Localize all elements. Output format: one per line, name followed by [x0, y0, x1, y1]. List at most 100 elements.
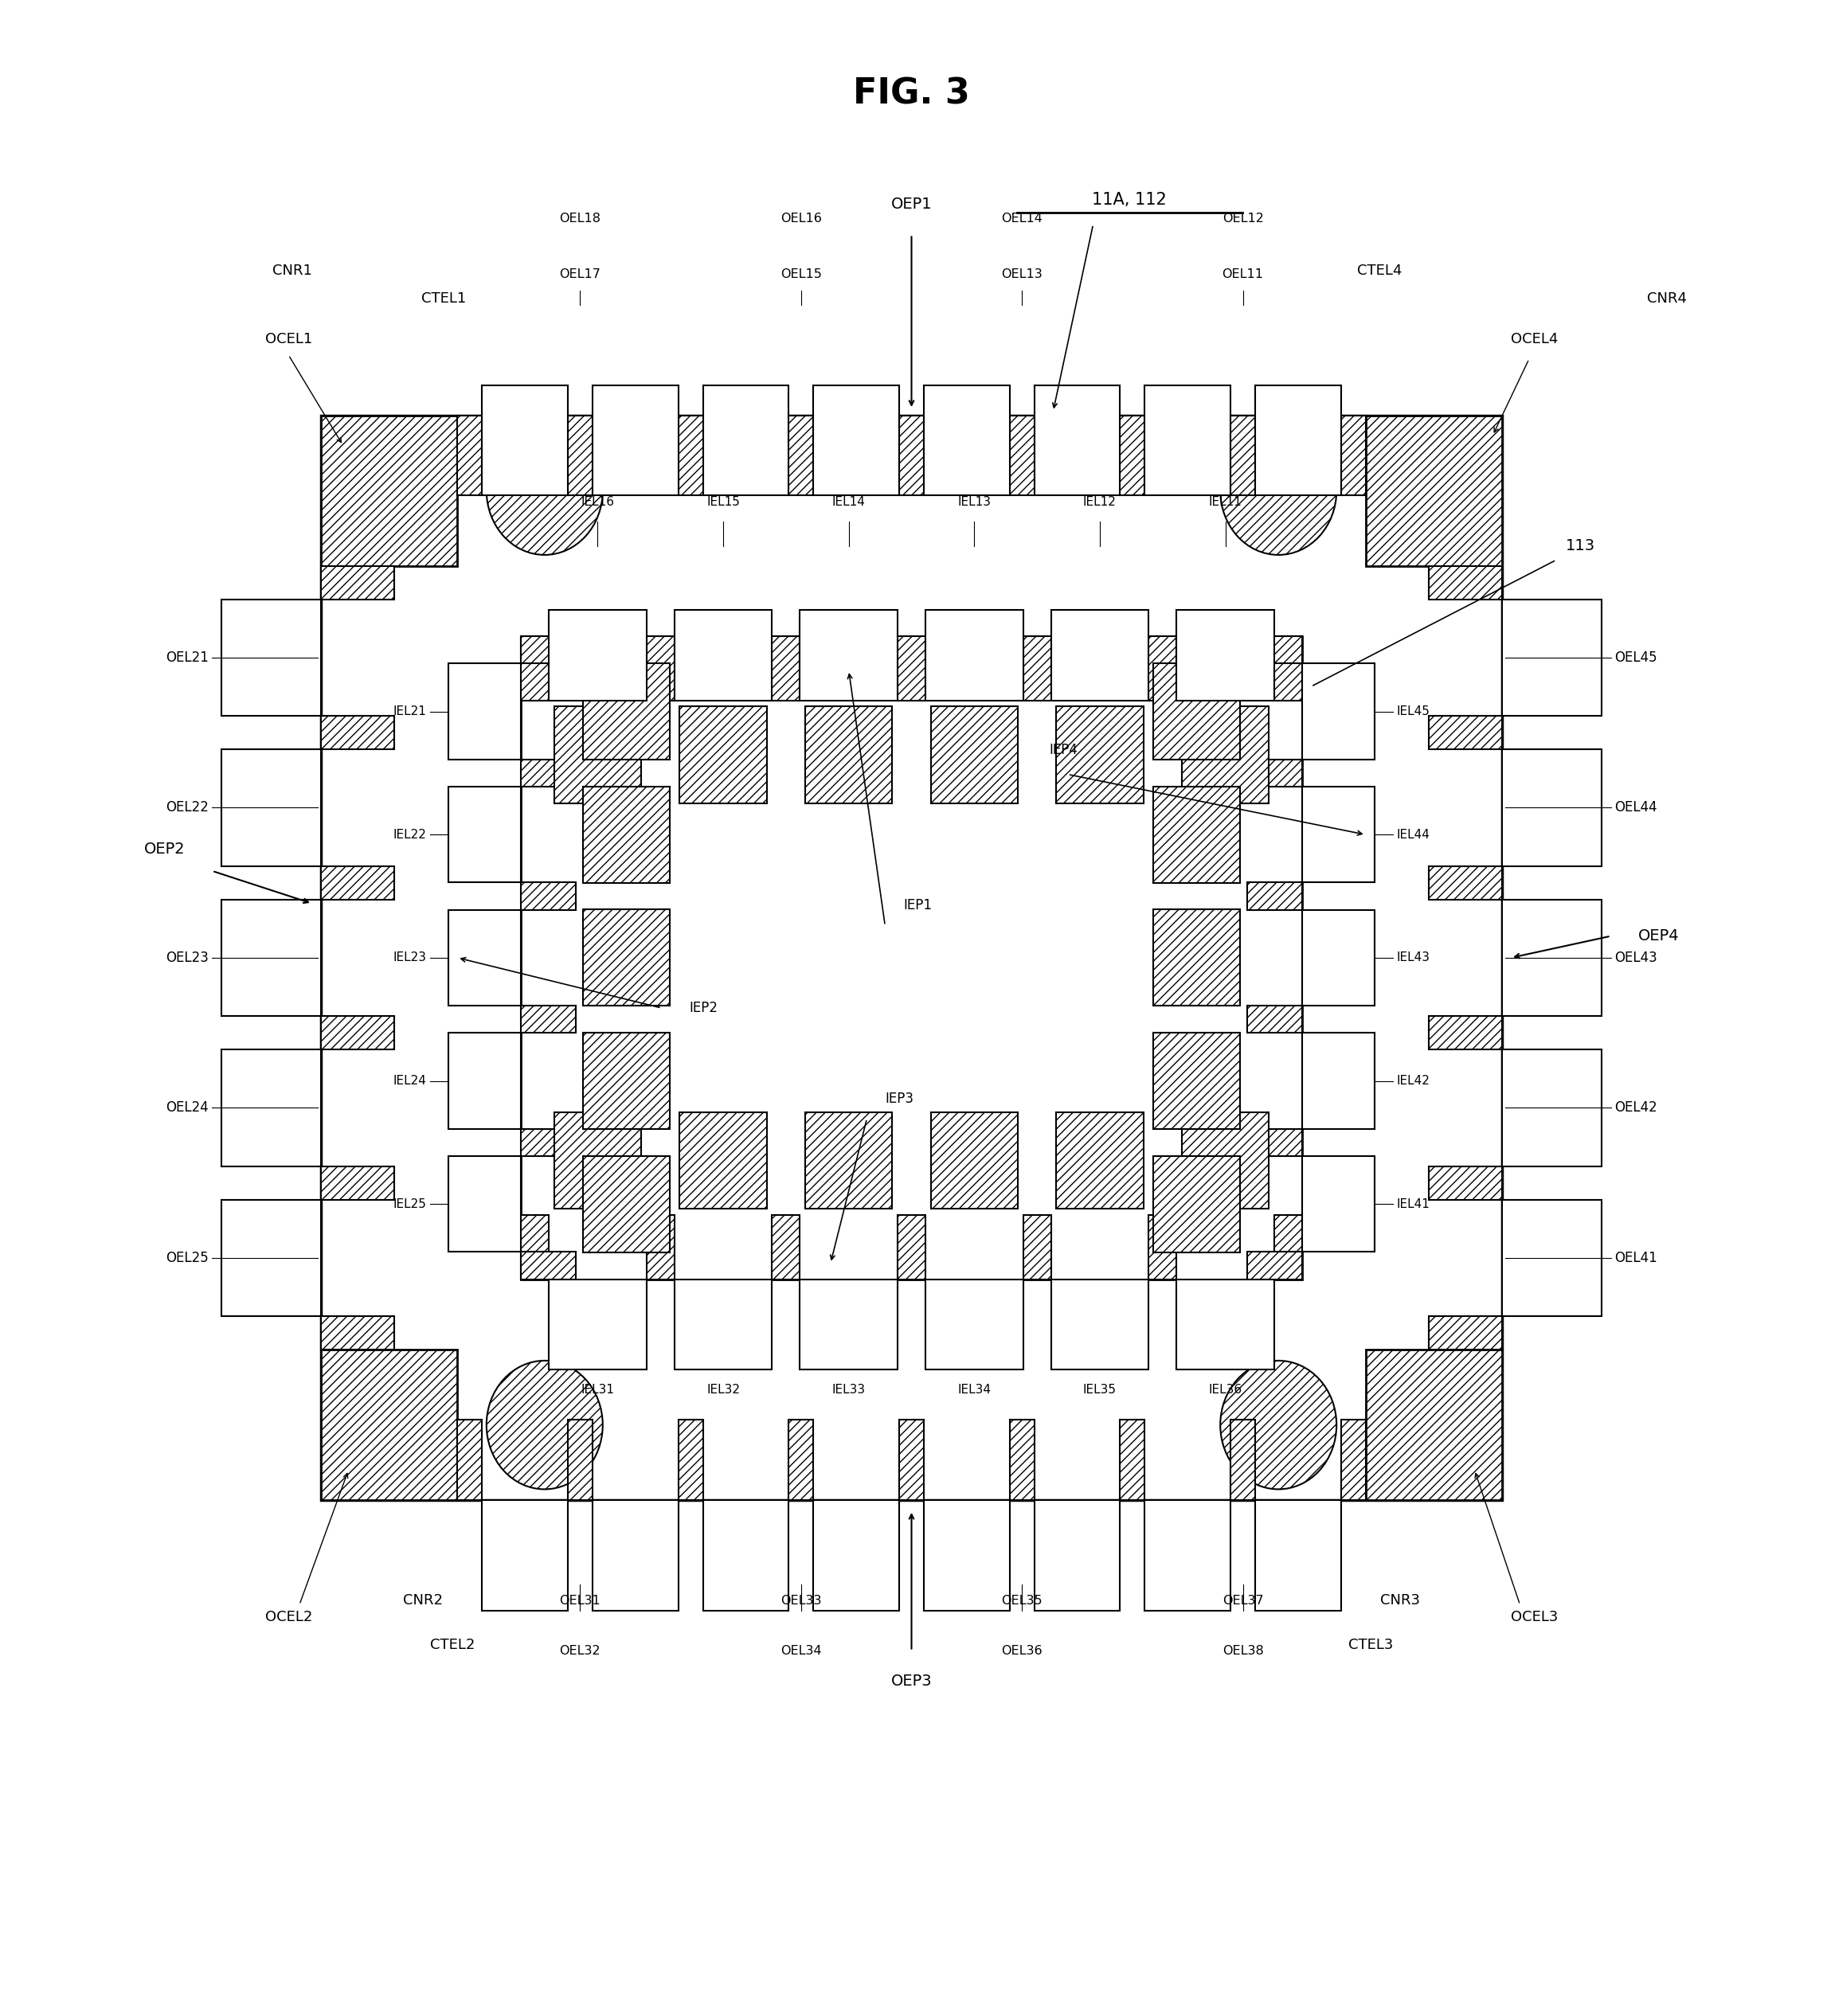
Bar — [675, 611, 771, 702]
Text: IEL44: IEL44 — [1396, 829, 1429, 841]
Text: OEL35: OEL35 — [1001, 1595, 1043, 1607]
Bar — [567, 1419, 592, 1500]
Bar — [789, 415, 813, 496]
Bar — [647, 1216, 675, 1280]
Bar — [1154, 1155, 1240, 1252]
Text: CTEL4: CTEL4 — [1356, 264, 1402, 278]
Text: IEL43: IEL43 — [1396, 952, 1429, 964]
Bar — [221, 1050, 321, 1165]
Text: OEP3: OEP3 — [891, 1673, 932, 1689]
Bar — [926, 611, 1023, 702]
Bar — [521, 1129, 576, 1155]
Bar — [678, 415, 704, 496]
Text: IEL13: IEL13 — [957, 496, 992, 508]
Text: IEL24: IEL24 — [394, 1075, 427, 1087]
Bar — [321, 1016, 394, 1050]
Text: IEL23: IEL23 — [394, 952, 427, 964]
Bar — [1181, 1113, 1269, 1210]
Bar — [899, 1419, 924, 1500]
Bar — [321, 415, 458, 566]
Bar — [1502, 750, 1602, 867]
Text: OCEL4: OCEL4 — [1511, 333, 1559, 347]
Bar — [1502, 599, 1602, 716]
Bar — [789, 1419, 813, 1500]
Text: OEL17: OEL17 — [560, 268, 602, 280]
Text: IEL34: IEL34 — [957, 1383, 992, 1395]
Bar — [1247, 760, 1302, 786]
Bar — [221, 750, 321, 867]
Bar — [1256, 385, 1342, 496]
Text: IEP1: IEP1 — [902, 899, 932, 913]
Bar — [806, 706, 891, 802]
Text: CTEL1: CTEL1 — [421, 292, 467, 306]
Text: OEL16: OEL16 — [780, 212, 822, 224]
Text: CTEL2: CTEL2 — [430, 1637, 476, 1653]
Bar — [647, 637, 675, 702]
Text: FIG. 3: FIG. 3 — [853, 77, 970, 111]
Bar — [704, 1500, 789, 1611]
Bar — [321, 566, 394, 599]
Text: IEP4: IEP4 — [1050, 744, 1077, 758]
Bar — [1052, 611, 1148, 702]
Bar — [1231, 1419, 1256, 1500]
Bar — [481, 1500, 567, 1611]
Circle shape — [1220, 1361, 1336, 1490]
Text: IEL12: IEL12 — [1083, 496, 1116, 508]
Bar — [583, 1032, 669, 1129]
Bar — [1429, 566, 1502, 599]
Bar — [1154, 786, 1240, 883]
Bar — [481, 385, 567, 496]
Text: IEL35: IEL35 — [1083, 1383, 1116, 1395]
Text: IEP3: IEP3 — [884, 1091, 913, 1105]
Bar — [592, 385, 678, 496]
Bar — [1154, 663, 1240, 760]
Bar — [521, 1216, 549, 1280]
Bar — [1154, 909, 1240, 1006]
Bar — [897, 1216, 926, 1280]
Text: OEL15: OEL15 — [780, 268, 822, 280]
Bar — [448, 1155, 521, 1252]
Bar — [221, 899, 321, 1016]
Bar — [521, 1006, 576, 1032]
Bar — [1429, 867, 1502, 899]
Bar — [800, 611, 897, 702]
Bar — [1302, 663, 1375, 760]
Bar — [1010, 1419, 1034, 1500]
Bar — [924, 385, 1010, 496]
Bar — [1148, 1216, 1176, 1280]
Bar — [1429, 1165, 1502, 1200]
Bar — [448, 786, 521, 883]
Bar — [321, 415, 1502, 1500]
Bar — [675, 1280, 771, 1369]
Text: OCEL3: OCEL3 — [1511, 1609, 1559, 1625]
Bar — [1365, 415, 1502, 566]
Text: OEL42: OEL42 — [1615, 1101, 1657, 1115]
Text: IEP2: IEP2 — [689, 1000, 718, 1016]
Text: OEL14: OEL14 — [1001, 212, 1043, 224]
Text: OEL23: OEL23 — [166, 952, 208, 966]
Bar — [806, 1113, 891, 1210]
Bar — [592, 1500, 678, 1611]
Bar — [1247, 637, 1302, 663]
Text: OEL22: OEL22 — [166, 800, 208, 814]
Bar — [554, 706, 642, 802]
Bar — [554, 1113, 642, 1210]
Bar — [567, 415, 592, 496]
Text: CNR4: CNR4 — [1648, 292, 1686, 306]
Bar — [1429, 1316, 1502, 1349]
Bar — [813, 385, 899, 496]
Bar — [448, 909, 521, 1006]
Text: CNR2: CNR2 — [403, 1593, 443, 1609]
Bar — [1502, 899, 1602, 1016]
Text: OEP1: OEP1 — [891, 198, 932, 212]
Bar — [1023, 637, 1052, 702]
Bar — [1119, 415, 1145, 496]
Text: CNR3: CNR3 — [1380, 1593, 1420, 1609]
Bar — [899, 415, 924, 496]
Bar — [521, 637, 576, 663]
Bar — [583, 786, 669, 883]
Bar — [1154, 1032, 1240, 1129]
Text: OEL21: OEL21 — [166, 651, 208, 665]
Circle shape — [487, 1361, 603, 1490]
Bar — [321, 1349, 458, 1500]
